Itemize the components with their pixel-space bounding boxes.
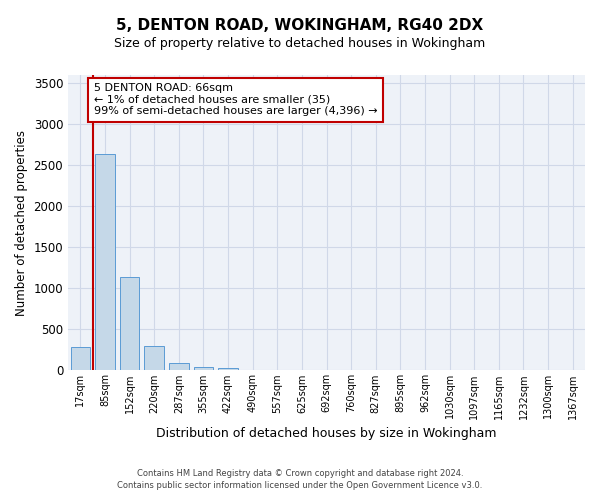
Bar — [71, 346, 90, 370]
X-axis label: Distribution of detached houses by size in Wokingham: Distribution of detached houses by size … — [156, 427, 497, 440]
Bar — [95, 154, 115, 370]
Bar — [218, 368, 238, 370]
Bar — [169, 363, 188, 370]
Bar — [145, 346, 164, 370]
Text: Contains HM Land Registry data © Crown copyright and database right 2024.
Contai: Contains HM Land Registry data © Crown c… — [118, 468, 482, 490]
Bar — [194, 366, 213, 370]
Y-axis label: Number of detached properties: Number of detached properties — [15, 130, 28, 316]
Text: Size of property relative to detached houses in Wokingham: Size of property relative to detached ho… — [115, 38, 485, 51]
Bar — [120, 277, 139, 370]
Text: 5 DENTON ROAD: 66sqm
← 1% of detached houses are smaller (35)
99% of semi-detach: 5 DENTON ROAD: 66sqm ← 1% of detached ho… — [94, 83, 377, 116]
Text: 5, DENTON ROAD, WOKINGHAM, RG40 2DX: 5, DENTON ROAD, WOKINGHAM, RG40 2DX — [116, 18, 484, 32]
